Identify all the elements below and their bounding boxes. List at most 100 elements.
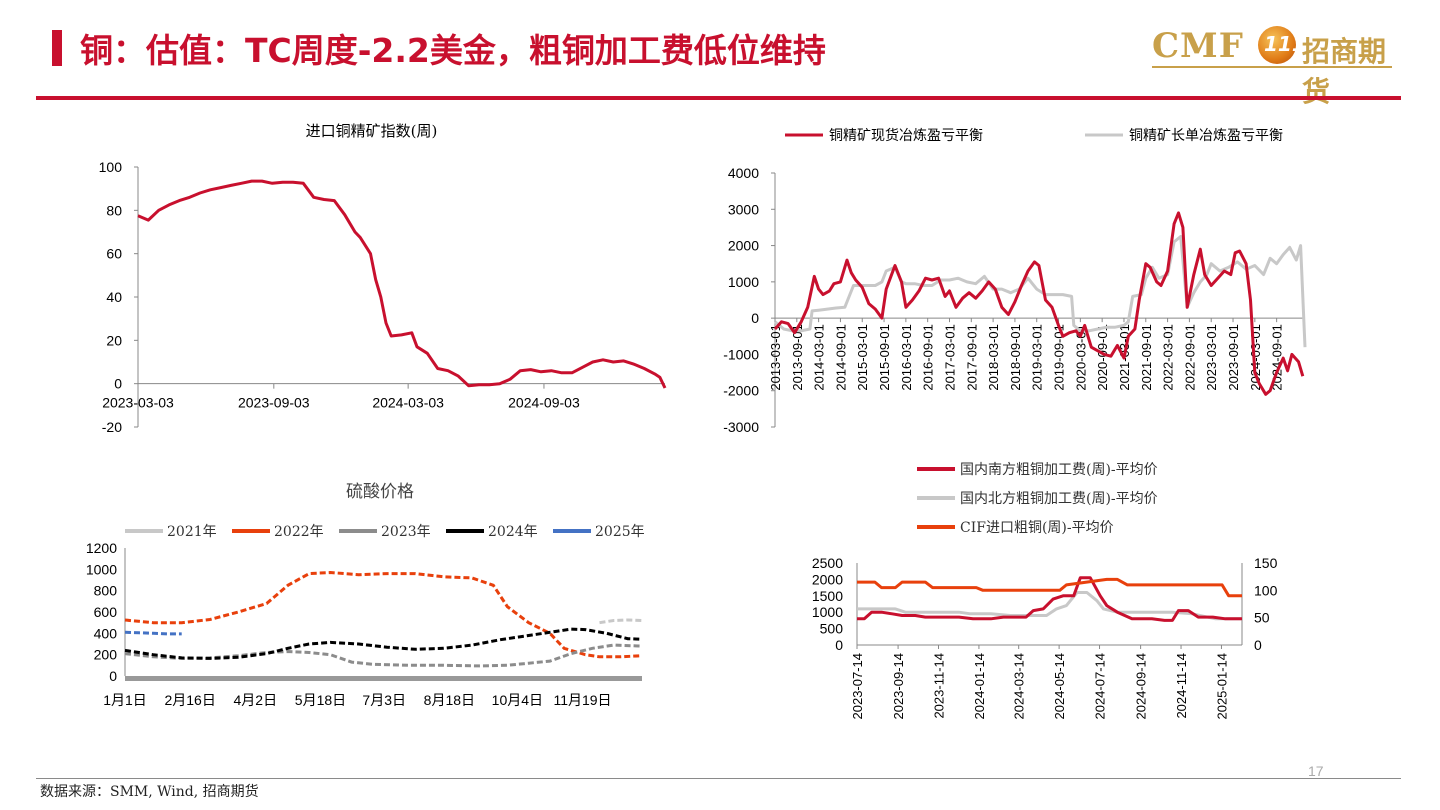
y-tick-label: 60 <box>106 246 122 262</box>
y-left-tick-label: 1500 <box>812 588 843 604</box>
x-tick-label: 2024-07-14 <box>1093 653 1108 720</box>
chart-tc-index: 进口铜精矿指数(周) -20 0 20 40 60 80 100 2023-03-03 2023-… <box>99 122 667 435</box>
x-tick-label: 2023-03-03 <box>102 395 174 411</box>
series-line-2025年 <box>124 630 182 636</box>
x-tick-label: 8月18日 <box>424 692 475 708</box>
x-tick-label: 2月16日 <box>164 692 215 708</box>
footer-divider <box>36 778 1401 779</box>
series-line-2 <box>857 577 1242 598</box>
y-tick-label: -1000 <box>723 346 759 362</box>
x-tick-label: 1月1日 <box>103 692 147 708</box>
series-line-0 <box>857 576 1242 622</box>
logo-badge-text: 111 <box>1264 32 1306 56</box>
series-line-2021年 <box>599 618 643 625</box>
y-tick-label: -20 <box>102 419 122 435</box>
data-source: 数据来源：SMM, Wind, 招商期货 <box>40 784 259 800</box>
header-divider <box>36 96 1401 100</box>
x-tick-label: 2019-03-01 <box>1030 324 1045 391</box>
x-tick-label: 11月19日 <box>553 692 611 708</box>
y-right-tick-label: 0 <box>1254 637 1262 653</box>
y-left-tick-label: 0 <box>835 637 843 653</box>
x-tick-label: 2016-09-01 <box>921 324 936 391</box>
x-tick-label: 2024-03-14 <box>1012 653 1027 720</box>
y-tick-label: 1000 <box>728 274 759 290</box>
legend-label: 铜精矿长单冶炼盈亏平衡 <box>1129 128 1283 144</box>
legend-label: 2023年 <box>381 524 431 540</box>
chart-title: 进口铜精矿指数(周) <box>306 122 438 140</box>
x-tick-label: 2018-03-01 <box>986 324 1001 391</box>
x-tick-label: 2023-09-03 <box>238 395 310 411</box>
legend-label: 国内北方粗铜加工费(周)-平均价 <box>960 491 1158 507</box>
y-tick-label: 0 <box>109 668 117 684</box>
x-tick-label: 2024-09-03 <box>508 395 580 411</box>
y-right-tick-label: 100 <box>1254 582 1278 598</box>
x-tick-label: 2020-09-01 <box>1095 324 1110 391</box>
x-tick-label: 2024-09-14 <box>1134 653 1149 720</box>
x-tick-label: 2023-11-14 <box>932 653 947 719</box>
x-tick-label: 2023-09-01 <box>1226 324 1241 391</box>
x-tick-label: 2015-09-01 <box>877 324 892 391</box>
y-tick-label: 400 <box>94 625 118 641</box>
y-tick-label: 40 <box>106 289 122 305</box>
y-tick-label: 0 <box>114 376 122 392</box>
x-tick-label: 7月3日 <box>362 692 406 708</box>
x-tick-label: 2018-09-01 <box>1008 324 1023 391</box>
chart-smelting-profit: 铜精矿现货冶炼盈亏平衡 铜精矿长单冶炼盈亏平衡 -3000 -2000 -1000 0 10… <box>723 127 1307 435</box>
logo-text: CMF <box>1152 26 1244 66</box>
legend-label: CIF进口粗铜(周)-平均价 <box>960 520 1114 536</box>
x-tick-label: 2023-07-14 <box>850 653 865 720</box>
x-tick-label: 4月2日 <box>234 692 278 708</box>
y-left-tick-label: 500 <box>820 621 844 637</box>
series-line-spot <box>773 211 1305 396</box>
y-tick-label: 1000 <box>86 561 117 577</box>
legend-label: 2021年 <box>167 524 217 540</box>
x-tick-label: 2024-01-14 <box>972 653 987 720</box>
logo-badge-icon: 111 <box>1258 26 1306 64</box>
brand-logo: CMF 111 招商期货 <box>1148 24 1398 108</box>
legend-label: 2024年 <box>488 524 538 540</box>
series-line-2022年 <box>124 570 643 659</box>
legend-label: 铜精矿现货冶炼盈亏平衡 <box>829 127 983 144</box>
legend-label: 2022年 <box>274 524 324 540</box>
x-tick-label: 10月4日 <box>492 692 543 708</box>
series-line-tc-index <box>137 179 667 389</box>
x-tick-label: 2013-03-01 <box>768 324 783 391</box>
x-tick-label: 2014-09-01 <box>833 324 848 391</box>
y-tick-label: 0 <box>751 310 759 326</box>
y-left-tick-label: 1000 <box>812 604 843 620</box>
y-tick-label: 800 <box>94 583 118 599</box>
x-tick-label: 2023-03-01 <box>1204 324 1219 391</box>
series-line-long-term <box>774 235 1307 348</box>
x-tick-label: 2022-09-01 <box>1182 324 1197 391</box>
y-tick-label: -2000 <box>723 383 759 399</box>
x-axis-band <box>125 676 642 681</box>
x-tick-label: 2014-03-01 <box>812 324 827 391</box>
page-number: 17 <box>1308 763 1324 779</box>
chart-sulfuric-acid: 硫酸价格 2021年 2022年 2023年 2024年 2025年 0 200 400 600 8… <box>86 482 645 708</box>
y-tick-label: 20 <box>106 332 122 348</box>
title-accent-bar <box>52 30 62 66</box>
x-tick-label: 2017-09-01 <box>964 324 979 391</box>
y-tick-label: 600 <box>94 604 118 620</box>
y-tick-label: 80 <box>106 202 122 218</box>
y-left-tick-label: 2000 <box>812 571 843 587</box>
legend-label: 国内南方粗铜加工费(周)-平均价 <box>960 462 1158 478</box>
x-tick-label: 2013-09-01 <box>790 324 805 391</box>
y-tick-label: 4000 <box>728 165 759 181</box>
logo-underline <box>1152 66 1392 68</box>
legend-label: 2025年 <box>595 524 645 540</box>
x-tick-label: 2024-11-14 <box>1174 653 1189 719</box>
chart-title: 硫酸价格 <box>346 482 414 501</box>
y-tick-label: 2000 <box>728 238 759 254</box>
x-tick-label: 2020-03-01 <box>1073 324 1088 391</box>
x-tick-label: 5月18日 <box>295 692 346 708</box>
x-tick-label: 2024-03-03 <box>372 395 444 411</box>
series-line-2024年 <box>124 627 643 660</box>
x-tick-label: 2024-09-01 <box>1270 324 1285 391</box>
y-right-tick-label: 50 <box>1254 610 1270 626</box>
page-title: 铜：估值：TC周度-2.2美金，粗铜加工费低位维持 <box>80 31 826 70</box>
x-tick-label: 2025-01-14 <box>1214 653 1229 720</box>
y-tick-label: 3000 <box>728 201 759 217</box>
x-tick-label: 2015-03-01 <box>855 324 870 391</box>
